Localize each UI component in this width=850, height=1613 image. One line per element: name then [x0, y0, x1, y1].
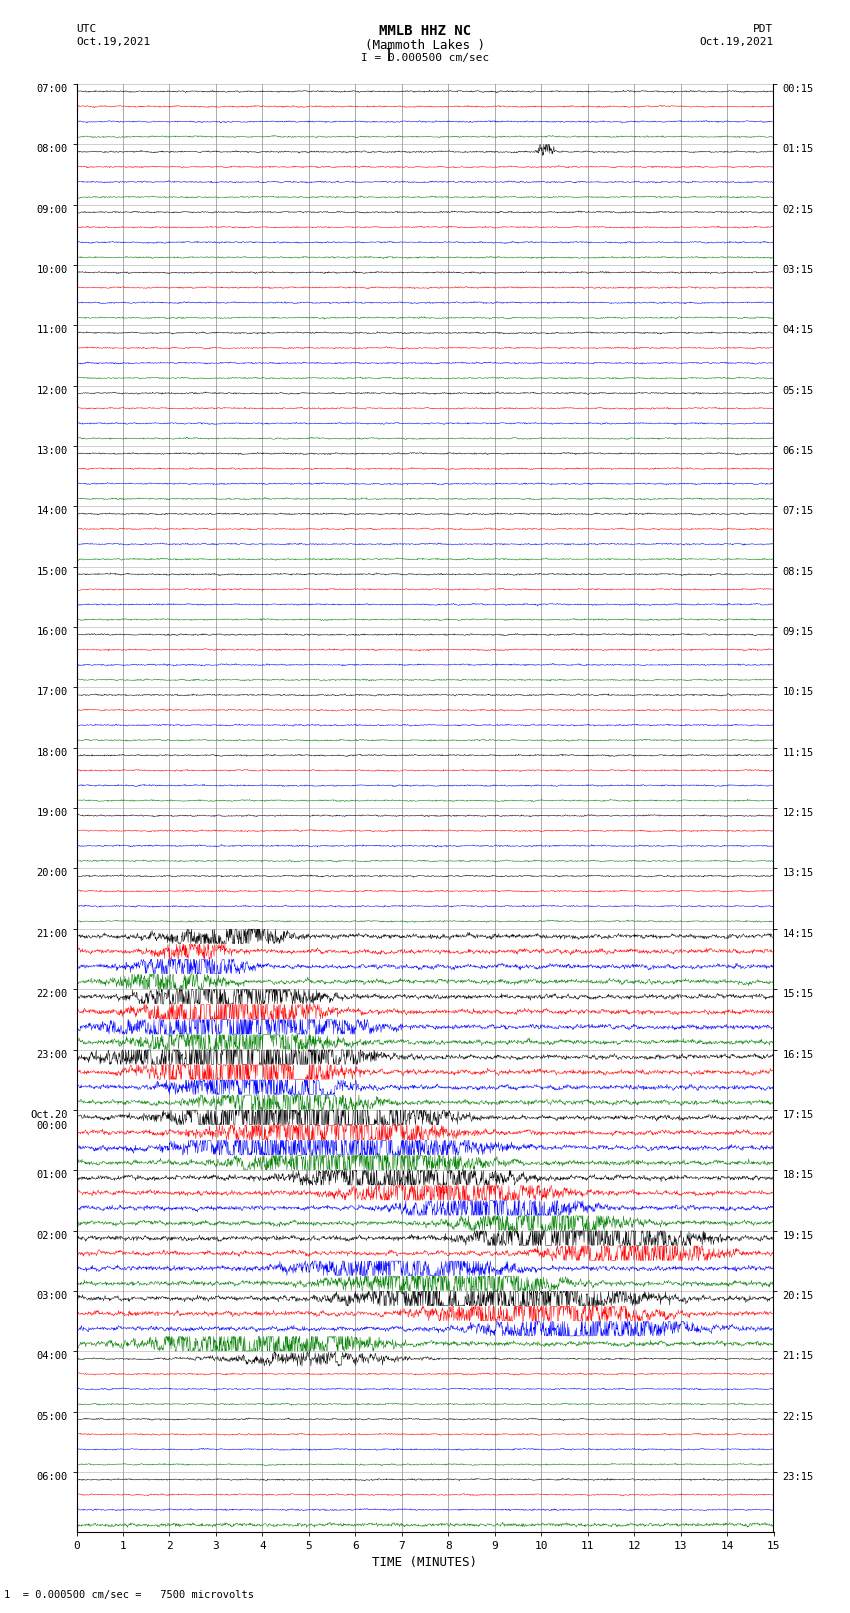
Text: PDT: PDT: [753, 24, 774, 34]
Text: MMLB HHZ NC: MMLB HHZ NC: [379, 24, 471, 39]
Text: I = 0.000500 cm/sec: I = 0.000500 cm/sec: [361, 53, 489, 63]
Text: UTC: UTC: [76, 24, 97, 34]
Text: Oct.19,2021: Oct.19,2021: [700, 37, 774, 47]
X-axis label: TIME (MINUTES): TIME (MINUTES): [372, 1555, 478, 1568]
Text: Oct.19,2021: Oct.19,2021: [76, 37, 150, 47]
Text: 1  = 0.000500 cm/sec =   7500 microvolts: 1 = 0.000500 cm/sec = 7500 microvolts: [4, 1590, 254, 1600]
Text: (Mammoth Lakes ): (Mammoth Lakes ): [365, 39, 485, 52]
